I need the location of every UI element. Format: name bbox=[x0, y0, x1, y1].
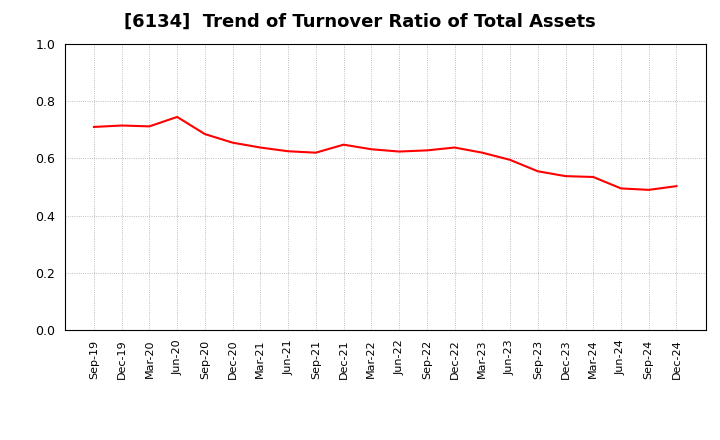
Text: [6134]  Trend of Turnover Ratio of Total Assets: [6134] Trend of Turnover Ratio of Total … bbox=[124, 13, 596, 31]
